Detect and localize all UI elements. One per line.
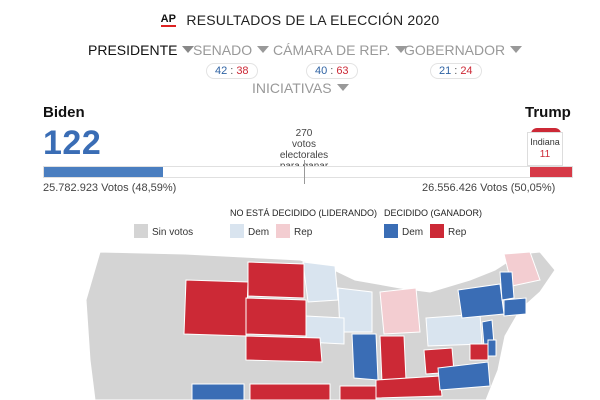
tab-label: INICIATIVAS (252, 80, 332, 96)
state-new-york (457, 283, 505, 319)
swatch-rep-decided (430, 224, 444, 238)
legend-rep-decided: Rep (430, 224, 466, 238)
state-oklahoma (249, 383, 331, 400)
state-illinois (351, 333, 379, 381)
state-virginia (437, 361, 491, 391)
state-south-dakota (245, 297, 307, 337)
legend-dem-leading: Dem (230, 224, 269, 238)
gobernador-score: 21:24 (430, 63, 482, 79)
rep-bar-fill (529, 167, 572, 177)
tab-gobernador[interactable]: GOBERNADOR (404, 42, 523, 58)
state-maryland (469, 343, 489, 361)
tab-iniciativas[interactable]: INICIATIVAS (252, 80, 349, 96)
rep-count: 63 (336, 65, 349, 77)
rep-popular-votes: 26.556.426 Votos (50,05%) (422, 182, 556, 194)
chevron-down-icon (336, 84, 349, 91)
swatch-no-votes (134, 224, 148, 238)
chevron-down-icon (510, 46, 523, 53)
senado-score: 42:38 (206, 63, 258, 79)
chevron-down-icon (395, 46, 408, 53)
state-tooltip: Indiana 11 (527, 132, 563, 166)
rep-count: 24 (460, 65, 473, 77)
legend-rep-leading: Rep (276, 224, 312, 238)
legend-no-votes: Sin votos (134, 224, 193, 238)
swatch-dem-decided (384, 224, 398, 238)
tab-label: SENADO (193, 42, 253, 58)
dem-popular-votes: 25.782.923 Votos (48,59%) (43, 182, 177, 194)
page-title: RESULTADOS DE LA ELECCIÓN 2020 (186, 12, 440, 28)
tab-label: GOBERNADOR (404, 42, 506, 58)
state-pennsylvania (425, 313, 483, 347)
state-kentucky (375, 375, 443, 399)
electoral-progress-bar (43, 166, 573, 178)
dem-count: 40 (315, 65, 328, 77)
tab-label: CÁMARA DE REP. (273, 42, 391, 58)
dem-count: 42 (215, 65, 228, 77)
swatch-rep-leading (276, 224, 290, 238)
dem-candidate-name: Biden (43, 104, 85, 121)
state-wyoming (183, 279, 249, 337)
chevron-down-icon (182, 46, 195, 53)
rep-count: 38 (236, 65, 249, 77)
legend-dem-decided: Dem (384, 224, 423, 238)
tab-senado[interactable]: SENADO (193, 42, 270, 58)
ap-logo: AP (160, 13, 176, 27)
state-tennessee (339, 385, 377, 400)
legend-decided-heading: DECIDIDO (GANADOR) (384, 208, 483, 218)
tab-camara[interactable]: CÁMARA DE REP. (273, 42, 408, 58)
threshold-marker (304, 160, 305, 184)
state-vermont-nh (499, 271, 515, 301)
results-header: AP RESULTADOS DE LA ELECCIÓN 2020 (0, 12, 600, 30)
tab-presidente[interactable]: PRESIDENTE (88, 42, 195, 58)
chevron-down-icon (257, 46, 270, 53)
us-election-map (85, 251, 556, 400)
state-nebraska (245, 335, 323, 363)
state-indiana (379, 335, 407, 383)
camara-score: 40:63 (306, 63, 358, 79)
tooltip-electoral: 11 (539, 149, 551, 160)
rep-candidate-name: Trump (525, 104, 571, 121)
state-colorado (191, 383, 245, 400)
dem-electoral-votes: 122 (43, 124, 102, 162)
swatch-dem-leading (230, 224, 244, 238)
legend-leading-heading: NO ESTÁ DECIDIDO (LIDERANDO) (230, 208, 378, 218)
tooltip-state: Indiana (530, 137, 560, 147)
dem-bar-fill (44, 167, 163, 177)
state-delaware (487, 339, 497, 357)
race-nav: PRESIDENTE SENADO CÁMARA DE REP. GOBERNA… (0, 42, 600, 102)
tab-label: PRESIDENTE (88, 42, 178, 58)
state-minnesota (302, 261, 339, 303)
state-michigan (379, 287, 421, 335)
dem-count: 21 (439, 65, 452, 77)
state-north-dakota (247, 261, 305, 299)
state-massachusetts (503, 297, 527, 317)
